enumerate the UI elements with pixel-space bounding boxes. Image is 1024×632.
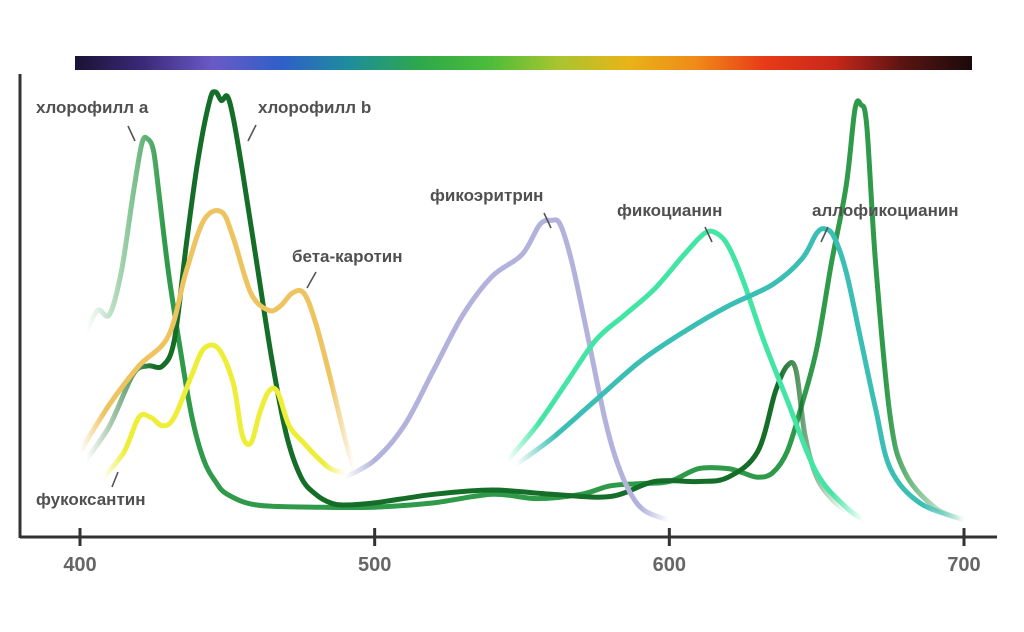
x-ticks: 400 500 600 700 — [63, 528, 981, 576]
label-аллофикоцианин: аллофикоцианин — [812, 201, 959, 220]
series-line-фикоцианин — [504, 228, 867, 523]
leader-line-хлорофилл-b — [247, 124, 257, 142]
series-line-аллофикоцианин — [513, 226, 967, 523]
leader-line-бета-каротин — [306, 271, 317, 289]
series-layer — [77, 89, 967, 523]
label-фукоксантин: фукоксантин — [36, 490, 146, 509]
series-line-фикоэритрин — [342, 217, 672, 523]
leader-line-фикоэритрин — [543, 212, 552, 229]
series-line-хлорофилл-а — [83, 98, 967, 523]
x-tick-label-700: 700 — [947, 554, 980, 576]
visible-spectrum-bar — [75, 56, 972, 70]
x-tick-label-500: 500 — [358, 554, 391, 576]
curve-labels: хлорофилл а хлорофилл b бета-каротин фукокс… — [36, 98, 959, 509]
x-tick-label-600: 600 — [653, 554, 686, 576]
series-line-хлорофилл-b — [83, 89, 849, 514]
leader-line-фукоксантин — [111, 471, 119, 488]
leader-line-аллофикоцианин — [820, 226, 829, 243]
axes — [18, 74, 997, 539]
label-фикоцианин: фикоцианин — [617, 201, 722, 220]
series-line-фукоксантин — [101, 342, 348, 480]
label-фикоэритрин: фикоэритрин — [430, 186, 543, 205]
leader-line-хлорофилл-а — [127, 125, 136, 142]
label-хлорофилл-b: хлорофилл b — [258, 98, 371, 117]
leader-line-фикоцианин — [704, 226, 713, 243]
label-бета-каротин: бета-каротин — [292, 247, 403, 266]
x-tick-label-400: 400 — [63, 554, 96, 576]
series-line-бета-каротин — [77, 208, 357, 472]
label-хлорофилл-а: хлорофилл а — [36, 98, 149, 117]
